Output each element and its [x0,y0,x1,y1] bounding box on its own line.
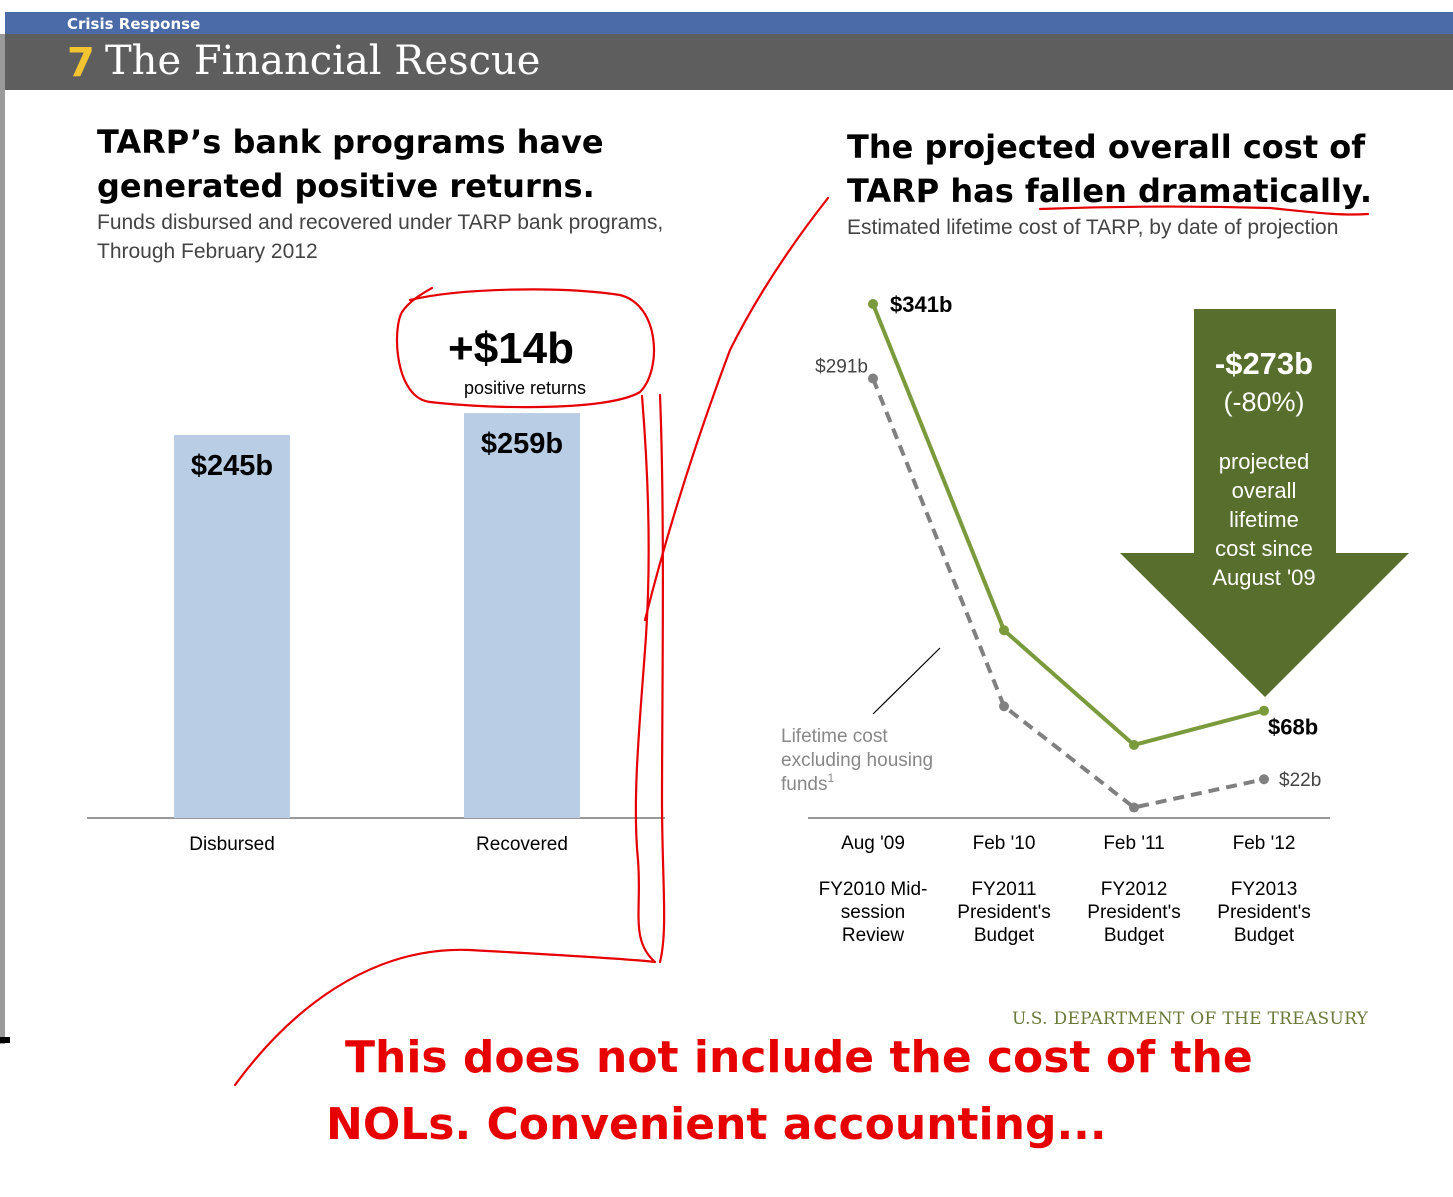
red-underline [1038,205,1370,216]
right-headline-line2: TARP has fallen dramatically. [847,172,1373,210]
series-point [1259,705,1269,716]
source-footer: U.S. DEPARTMENT OF THE TREASURY [1012,1009,1369,1029]
line-chart: -$273b (-80%) projected overall lifetime cost… [781,292,1409,946]
x-tick-sublabel: Budget [974,925,1035,946]
series-point [868,373,878,384]
right-subtitle: Estimated lifetime cost of TARP, by date… [847,216,1339,239]
left-subtitle: Funds disbursed and recovered under TARP… [97,208,663,266]
left-subtitle-line1: Funds disbursed and recovered under TARP… [97,211,664,234]
x-tick-sublabel: FY2011 [971,879,1036,900]
callout-text-line: cost since [1215,536,1313,561]
series-point [1129,802,1139,813]
series-point [868,299,878,309]
red-bracket-inner [658,393,666,964]
right-headline: The projected overall cost of TARP has f… [847,125,1372,213]
left-rule [0,34,5,1044]
series-point [999,701,1009,712]
series-point [1129,739,1139,750]
bar-value-label: $259b [481,428,563,460]
x-tick-sublabel: President's [1217,902,1310,923]
x-tick-sublabel: Budget [1234,925,1295,946]
bar-chart: $245b Disbursed $259b Recovered +$14b positiv… [87,324,665,855]
bar-category-label: Disbursed [189,834,275,855]
handwritten-note-line2: NOLs. Convenient accounting... [326,1099,1107,1150]
left-subtitle-line2: Through February 2012 [97,240,318,263]
callout-arrow [1120,309,1409,697]
handwritten-annotations [233,196,1370,1087]
circle-around-positive-returns [395,286,656,409]
bar-value-label: $245b [191,450,273,482]
page-title: The Financial Rescue [105,38,541,84]
x-tick-sublabel: Budget [1104,925,1165,946]
left-headline: TARP’s bank programs have generated posi… [97,120,604,208]
red-bracket-line [233,394,657,1087]
callout-percent: (-80%) [1223,387,1304,417]
bar [174,435,290,818]
series-line-overall [871,303,1265,748]
right-headline-line1: The projected overall cost of [847,128,1366,166]
x-tick-sublabel: FY2010 Mid- [819,879,928,900]
x-tick-label: Feb '11 [1103,833,1164,854]
x-tick-label: Aug '09 [841,833,905,854]
series-name-label: Lifetime cost excluding housing funds1 [781,726,933,795]
legend-pointer [872,647,941,715]
section-strip: Crisis Response [5,12,1453,34]
left-headline-line2: generated positive returns. [97,167,595,205]
series-line-excluding-housing [871,377,1265,810]
x-tick-sublabel: session [841,902,905,923]
callout-text-line: projected [1219,449,1310,474]
x-tick-sublabel: FY2012 [1101,879,1168,900]
callout-text-line: overall [1232,478,1297,503]
point-label: $291b [815,356,868,377]
annotation-text: positive returns [464,378,586,398]
x-tick-sublabel: President's [1087,902,1180,923]
red-connector-line [643,196,830,622]
handwritten-note-line1: This does not include the cost of the [345,1032,1253,1083]
bar-category-label: Recovered [476,834,568,855]
callout-text-line: August '09 [1212,565,1315,590]
point-label: $341b [890,292,952,317]
bar [464,413,580,818]
callout-value: -$273b [1215,346,1313,381]
x-tick-label: Feb '10 [973,833,1036,854]
corner-mark [0,1037,10,1043]
section-number: 7 [67,40,95,86]
point-label: $68b [1268,715,1318,740]
x-tick-sublabel: FY2013 [1231,879,1298,900]
point-label: $22b [1279,770,1321,791]
x-tick-sublabel: Review [842,925,905,946]
left-headline-line1: TARP’s bank programs have [97,123,604,161]
x-tick-sublabel: President's [957,902,1050,923]
annotation-value: +$14b [448,324,574,373]
series-point [1259,774,1269,785]
title-bar: 7 The Financial Rescue [5,34,1453,90]
x-tick-label: Feb '12 [1233,833,1296,854]
callout-text-line: lifetime [1229,507,1299,532]
section-label: Crisis Response [67,15,201,33]
series-point [999,625,1009,636]
